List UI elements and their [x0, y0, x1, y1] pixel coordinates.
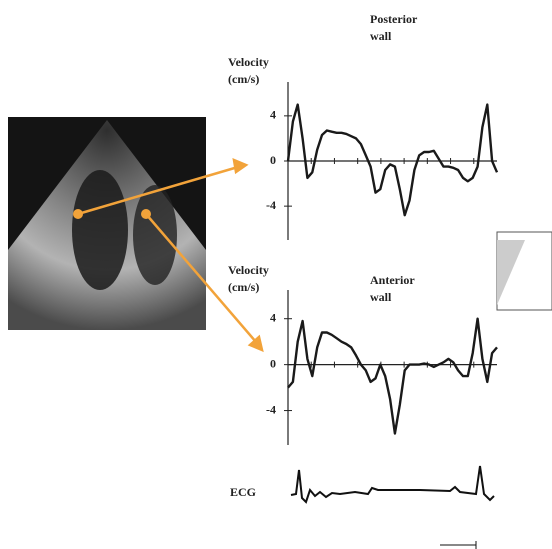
chart-title: Anterior	[370, 273, 415, 287]
y-tick-label: 0	[270, 356, 276, 370]
y-axis-label: (cm/s)	[228, 72, 259, 86]
y-tick-label: -4	[266, 198, 276, 212]
y-axis-label: Velocity	[228, 55, 269, 69]
y-tick-label: 4	[270, 108, 276, 122]
y-tick-label: -4	[266, 402, 276, 416]
chart-title: Posterior	[370, 12, 418, 26]
ecg-label: ECG	[230, 485, 256, 499]
figure: ECG 4 0 -4 Posterior wall Velocity (cm/s) 4 0 -4 A…	[0, 0, 552, 549]
ecg-trace	[291, 466, 494, 502]
chart-title: wall	[370, 290, 392, 304]
y-tick-label: 4	[270, 310, 276, 324]
chart-title: wall	[370, 29, 392, 43]
velocity-trace	[288, 319, 497, 434]
velocity-trace	[288, 105, 497, 216]
y-tick-label: 0	[270, 153, 276, 167]
y-axis-label: (cm/s)	[228, 280, 259, 294]
y-axis-label: Velocity	[228, 263, 269, 277]
echo-image	[8, 117, 206, 330]
